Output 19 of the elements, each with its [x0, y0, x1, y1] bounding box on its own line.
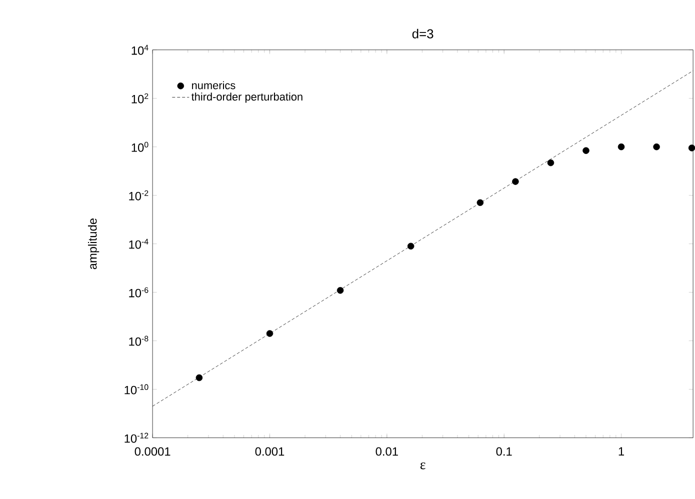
x-tick-label: 0.1 — [496, 447, 512, 456]
y-tick-label: 10$^{4}$ — [132, 45, 148, 55]
y-tick-label: 10$^{-4}$ — [129, 239, 148, 249]
y-tick-label: 10$^{-12}$ — [124, 432, 148, 443]
x-axis-title: ε — [420, 462, 426, 470]
y-tick-label: 10$^{0}$ — [132, 142, 148, 152]
legend-label: third-order perturbation — [191, 92, 302, 103]
x-tick-label: 0.01 — [376, 447, 398, 456]
x-tick-label: 0.0001 — [134, 447, 170, 456]
y-tick-label: 10$^{-2}$ — [129, 190, 148, 201]
x-tick-label: 1 — [618, 447, 624, 456]
y-tick-label: 10$^{-8}$ — [129, 336, 148, 346]
y-tick-label: 10$^{2}$ — [132, 94, 148, 104]
legend-label: numerics — [192, 81, 236, 90]
y-axis-title: amplitude — [88, 218, 100, 270]
x-tick-label: 0.001 — [255, 447, 284, 456]
y-tick-label: 10$^{-6}$ — [129, 288, 148, 298]
chart-title: d=3 — [412, 29, 434, 39]
y-tick-label: 10$^{-10}$ — [124, 384, 148, 394]
